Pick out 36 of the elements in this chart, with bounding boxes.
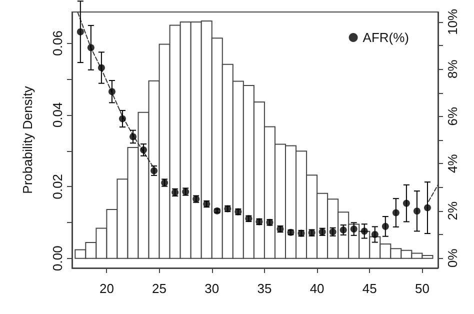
point — [402, 200, 410, 207]
x-tick-label: 30 — [204, 281, 220, 296]
point — [76, 28, 84, 36]
point — [360, 228, 368, 235]
point — [340, 226, 347, 234]
x-tick-label: 45 — [362, 281, 377, 296]
x-tick-label: 35 — [257, 281, 272, 296]
y2-tick-label: 0% — [445, 248, 460, 268]
y2-tick-label: 4% — [445, 154, 460, 174]
point — [350, 226, 358, 233]
point — [392, 209, 400, 216]
point — [424, 204, 431, 212]
point — [382, 222, 389, 230]
point — [98, 64, 105, 72]
y-axis-title: Probability Density — [20, 86, 35, 194]
x-tick-label: 50 — [414, 281, 430, 296]
y-tick-label: 0.04 — [50, 102, 65, 128]
x-tick-label: 40 — [310, 281, 324, 296]
x-tick-label: 25 — [152, 281, 167, 296]
y-tick-label: 0.06 — [50, 30, 65, 56]
point — [413, 208, 420, 215]
legend-label: AFR(%) — [362, 30, 409, 45]
y2-tick-label: 6% — [445, 106, 460, 126]
point — [140, 146, 148, 154]
x-tick-label: 20 — [99, 281, 114, 296]
point — [87, 44, 94, 52]
y2-tick-label: 8% — [445, 59, 460, 79]
y2-tick-label: 2% — [445, 201, 460, 220]
point — [150, 167, 158, 174]
y-tick-label: 0.02 — [50, 174, 65, 200]
y2-tick-label: 10% — [445, 8, 460, 35]
point — [108, 88, 116, 96]
point — [118, 115, 126, 122]
y-tick-label: 0.00 — [50, 246, 65, 271]
point — [371, 230, 378, 238]
point — [130, 133, 136, 140]
